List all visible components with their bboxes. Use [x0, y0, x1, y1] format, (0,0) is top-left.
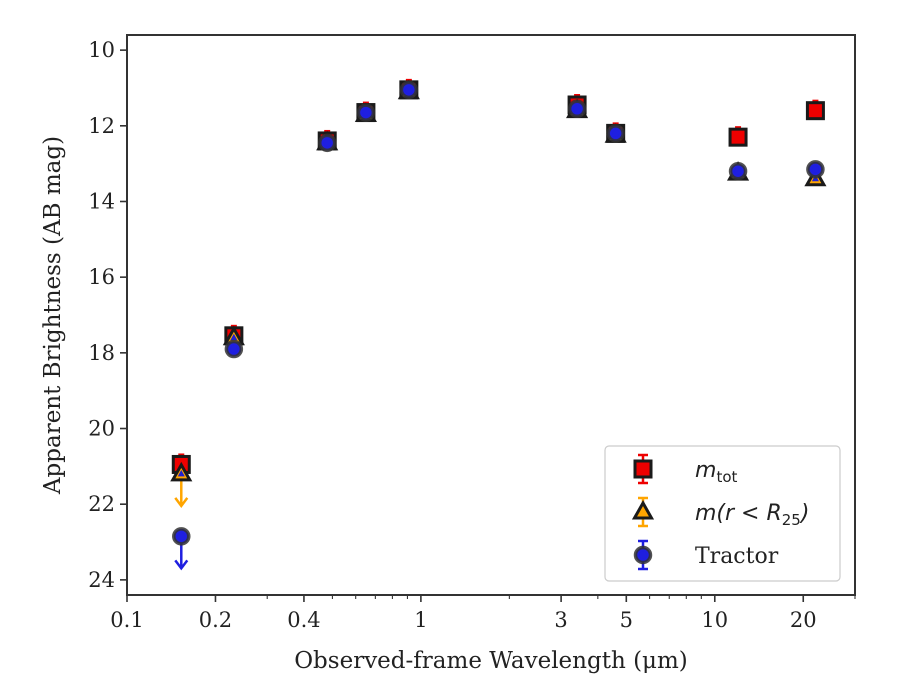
x-axis-title: Observed-frame Wavelength (μm) — [294, 648, 688, 674]
legend-box — [604, 445, 841, 582]
legend-marker-square — [633, 459, 653, 479]
point-core — [230, 333, 238, 341]
legend-entry: Tractor — [633, 539, 779, 571]
circle-point — [567, 99, 587, 119]
square-marker — [805, 101, 825, 121]
y-tick-label: 24 — [88, 568, 115, 592]
triangle-point — [170, 461, 193, 509]
y-tick-label: 14 — [88, 189, 115, 213]
legend-label: m(r < R25) — [695, 501, 809, 529]
x-tick-label: 20 — [790, 608, 817, 632]
series-triangle — [170, 79, 827, 509]
x-tick-label: 0.2 — [199, 608, 232, 632]
square-marker — [728, 127, 748, 147]
x-tick-label: 0.4 — [287, 608, 320, 632]
y-tick-label: 12 — [88, 114, 115, 138]
point-core — [230, 345, 238, 353]
point-core — [323, 139, 331, 147]
legend-label: mtot — [695, 458, 737, 486]
square-point — [805, 99, 825, 121]
point-core — [573, 105, 581, 113]
legend-entry: mtot — [633, 453, 737, 486]
series-circle — [172, 80, 825, 571]
point-core — [362, 109, 370, 117]
circle-point — [172, 527, 191, 571]
y-tick-label: 16 — [88, 265, 115, 289]
square-point — [728, 126, 748, 147]
x-tick-label: 5 — [620, 608, 633, 632]
point-core — [734, 167, 742, 175]
circle-point — [728, 161, 748, 181]
x-tick-label: 10 — [701, 608, 728, 632]
y-tick-label: 20 — [88, 417, 115, 441]
point-core — [177, 532, 185, 540]
limit-arrow-head — [174, 559, 189, 571]
y-tick-label: 10 — [88, 38, 115, 62]
y-tick-label: 18 — [88, 341, 115, 365]
circle-point — [356, 103, 376, 122]
legend: mtot m(r < R25) Tractor — [604, 445, 841, 582]
y-tick-label: 22 — [88, 492, 115, 516]
x-tick-label: 3 — [554, 608, 567, 632]
circle-point — [224, 339, 244, 359]
axes: 10 12 14 16 18 20 22 24 0.1 0.2 0.4 1 3 5 10 20 Observed… — [40, 34, 856, 674]
legend-entry: m(r < R25) — [631, 496, 809, 529]
circle-point — [806, 160, 825, 179]
data-marks — [170, 78, 827, 571]
legend-marker-triangle — [631, 499, 655, 520]
limit-arrow-head — [174, 497, 189, 509]
point-core — [639, 551, 647, 559]
y-axis-title: Apparent Brightness (AB mag) — [40, 136, 66, 495]
x-tick-label: 0.1 — [110, 608, 143, 632]
point-core — [177, 469, 185, 477]
plot-frame — [126, 34, 856, 596]
point-core — [811, 165, 819, 173]
circle-point — [399, 80, 419, 100]
circle-point — [317, 133, 337, 153]
legend-label: Tractor — [695, 544, 779, 569]
series-square — [171, 78, 825, 474]
x-tick-label: 1 — [414, 608, 427, 632]
circle-point — [606, 124, 625, 143]
point-core — [612, 129, 620, 137]
point-core — [405, 86, 413, 94]
